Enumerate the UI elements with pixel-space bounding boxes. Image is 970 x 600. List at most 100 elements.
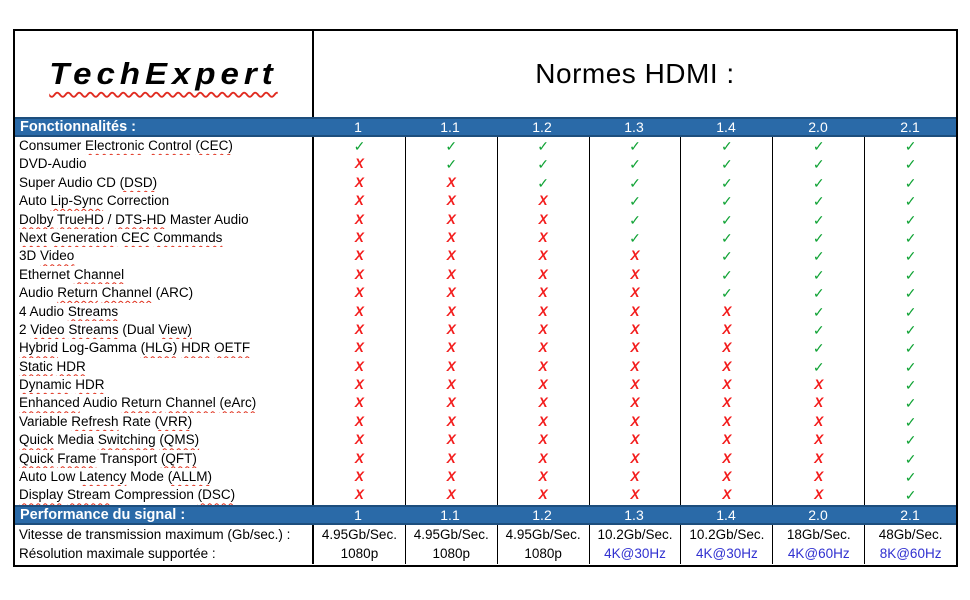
check-icon: ✓ <box>904 303 917 320</box>
check-icon: ✓ <box>721 156 733 173</box>
feature-mark-cell: X <box>680 339 772 358</box>
cross-icon: X <box>354 229 364 245</box>
feature-mark-cell: ✓ <box>772 155 864 174</box>
logo-cell: TechExpert <box>15 31 314 117</box>
feature-mark-cell: X <box>496 228 589 248</box>
feature-mark-cell: ✓ <box>772 302 864 321</box>
check-icon: ✓ <box>904 377 917 394</box>
feature-mark-cell: X <box>404 339 497 358</box>
feature-mark-cell: X <box>404 320 497 340</box>
cross-icon: X <box>354 413 364 429</box>
feature-row: Consumer Electronic Control (CEC) ✓ ✓ ✓ ✓ ✓ ✓ ✓ <box>15 137 956 156</box>
feature-mark-cell: X <box>314 321 405 339</box>
feature-row: Quick Media Switching (QMS) X X X X X X ✓ <box>15 431 956 450</box>
cross-icon: X <box>446 469 456 485</box>
cross-icon: X <box>538 340 548 356</box>
check-icon: ✓ <box>537 156 550 173</box>
feature-mark-cell: X <box>588 320 681 340</box>
feature-mark-cell: X <box>588 449 681 469</box>
feature-row: Dynamic HDR X X X X X X ✓ <box>15 376 956 395</box>
feature-mark-cell: X <box>680 486 772 505</box>
performance-value: 4.95Gb/Sec. <box>321 526 397 542</box>
cross-icon: X <box>722 487 732 503</box>
cross-icon: X <box>722 377 732 393</box>
cross-icon: X <box>354 487 364 503</box>
feature-mark-cell: ✓ <box>864 210 956 229</box>
cross-icon: X <box>354 248 364 264</box>
feature-mark-cell: ✓ <box>680 192 772 211</box>
check-icon: ✓ <box>629 138 641 154</box>
performance-value: 1080p <box>496 544 589 564</box>
feature-mark-cell: ✓ <box>864 302 956 321</box>
feature-mark-cell: X <box>588 265 681 285</box>
cross-icon: X <box>630 413 640 429</box>
cross-icon: X <box>630 469 640 485</box>
cross-icon: X <box>354 450 364 466</box>
feature-mark-cell: X <box>496 320 589 340</box>
title-cell: Normes HDMI : <box>314 31 956 117</box>
check-icon: ✓ <box>904 174 917 191</box>
feature-mark-cell: X <box>404 247 497 266</box>
feature-mark-cell: X <box>404 173 497 193</box>
feature-row: DVD-Audio X ✓ ✓ ✓ ✓ ✓ ✓ <box>15 155 956 174</box>
cross-icon: X <box>354 211 364 227</box>
features-body: Consumer Electronic Control (CEC) ✓ ✓ ✓ ✓ ✓ ✓ ✓… <box>15 137 956 505</box>
check-icon: ✓ <box>445 138 458 154</box>
performance-row: Résolution maximale supportée :1080p 1080… <box>15 544 956 564</box>
check-icon: ✓ <box>812 266 825 283</box>
cross-icon: X <box>354 174 364 190</box>
features-column-headers: 1 1.1 1.2 1.3 1.4 2.0 2.1 <box>312 119 956 135</box>
feature-mark-cell: X <box>314 450 405 468</box>
feature-row: Display Stream Compression (DSC) X X X X X X ✓ <box>15 486 956 505</box>
feature-label: Dynamic HDR <box>15 376 314 395</box>
cross-icon: X <box>814 413 824 429</box>
cross-icon: X <box>354 358 364 374</box>
feature-mark-cell: ✓ <box>588 155 681 174</box>
feature-mark-cell: ✓ <box>680 284 772 303</box>
feature-mark-cell: X <box>680 394 772 413</box>
column-header: 1.4 <box>716 506 736 523</box>
feature-row: Variable Refresh Rate (VRR) X X X X X X ✓ <box>15 412 956 432</box>
cross-icon: X <box>446 211 456 227</box>
feature-row: Static HDR X X X X X ✓ ✓ <box>15 357 956 377</box>
feature-mark-cell: ✓ <box>680 265 772 285</box>
feature-row: Quick Frame Transport (QFT) X X X X X X ✓ <box>15 449 956 469</box>
feature-mark-cell: X <box>680 320 772 340</box>
performance-value: 8K@60Hz <box>864 544 956 564</box>
feature-mark-cell: X <box>314 303 405 321</box>
feature-mark-cell: ✓ <box>864 265 956 285</box>
cross-icon: X <box>446 321 456 337</box>
feature-mark-cell: X <box>496 284 589 303</box>
column-header: 1.3 <box>624 506 644 523</box>
performance-value: 18Gb/Sec. <box>772 524 864 545</box>
performance-column-headers: 1 1.1 1.2 1.3 1.4 2.0 2.1 <box>312 507 956 523</box>
feature-row: Hybrid Log-Gamma (HLG) HDR OETF X X X X X ✓ ✓ <box>15 339 956 358</box>
check-icon: ✓ <box>445 156 458 173</box>
cross-icon: X <box>722 432 732 448</box>
feature-row: Ethernet Channel X X X X ✓ ✓ ✓ <box>15 265 956 285</box>
feature-mark-cell: X <box>404 357 497 377</box>
cross-icon: X <box>446 285 456 301</box>
cross-icon: X <box>446 193 456 209</box>
feature-mark-cell: X <box>314 192 405 210</box>
column-header: 1.2 <box>532 506 552 523</box>
feature-label: 4 Audio Streams <box>15 302 314 321</box>
cross-icon: X <box>538 450 548 466</box>
feature-mark-cell: ✓ <box>864 155 956 174</box>
feature-mark-cell: ✓ <box>680 173 772 193</box>
cross-icon: X <box>538 211 548 227</box>
cross-icon: X <box>446 413 456 429</box>
feature-mark-cell: X <box>496 302 589 321</box>
feature-mark-cell: ✓ <box>864 137 956 156</box>
hdmi-comparison-table: TechExpert Normes HDMI : Fonctionnalités… <box>13 29 958 567</box>
check-icon: ✓ <box>629 156 641 173</box>
performance-header-label: Performance du signal : <box>20 506 186 523</box>
feature-row: 3D Video X X X X ✓ ✓ ✓ <box>15 247 956 266</box>
feature-mark-cell: X <box>314 247 405 265</box>
feature-mark-cell: ✓ <box>864 468 956 487</box>
feature-mark-cell: X <box>588 376 681 395</box>
feature-mark-cell: X <box>772 376 864 395</box>
check-icon: ✓ <box>904 266 917 283</box>
cross-icon: X <box>630 303 640 319</box>
check-icon: ✓ <box>721 193 733 210</box>
